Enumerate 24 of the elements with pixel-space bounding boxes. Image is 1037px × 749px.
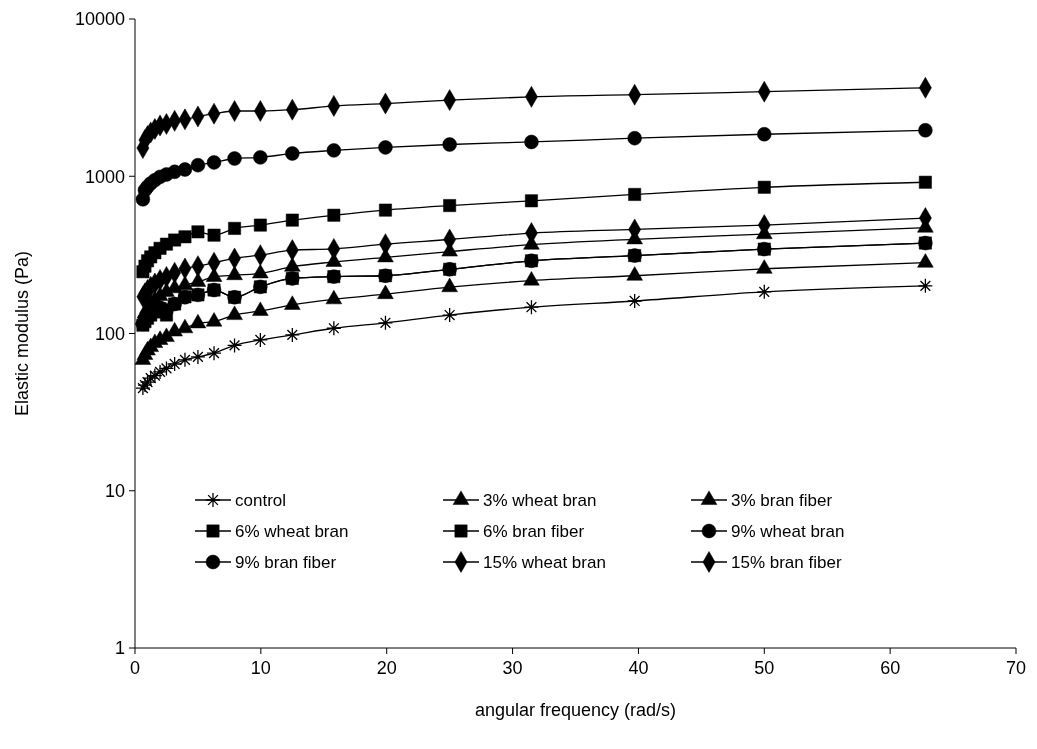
legend-label: control	[235, 490, 287, 510]
legend-label: 3% wheat bran	[483, 490, 597, 510]
legend-label: 15% bran fiber	[731, 552, 842, 572]
legend-label: 3% bran fiber	[731, 490, 833, 510]
legend-label: 9% bran fiber	[235, 552, 337, 572]
y-tick-label: 10	[104, 481, 125, 502]
x-tick-label: 70	[1005, 658, 1027, 678]
x-tick-label: 30	[502, 658, 523, 678]
legend-label: 6% bran fiber	[483, 521, 585, 541]
y-tick-label: 100	[94, 323, 125, 344]
legend-label: 6% wheat bran	[235, 521, 349, 541]
legend-label: 15% wheat bran	[483, 552, 606, 572]
y-tick-label: 1	[114, 638, 125, 659]
x-axis-title: angular frequency (rad/s)	[474, 700, 677, 720]
legend-label: 9% wheat bran	[731, 521, 845, 541]
y-tick-label: 10000	[74, 9, 125, 30]
y-tick-label: 1000	[84, 166, 125, 187]
y-axis-title: Elastic modulus (Pa)	[12, 250, 32, 417]
x-tick-label: 40	[628, 658, 649, 678]
x-tick-label: 60	[880, 658, 901, 678]
x-tick-label: 0	[129, 658, 141, 678]
x-tick-label: 50	[754, 658, 775, 678]
x-tick-label: 10	[250, 658, 271, 678]
x-tick-label: 20	[376, 658, 397, 678]
